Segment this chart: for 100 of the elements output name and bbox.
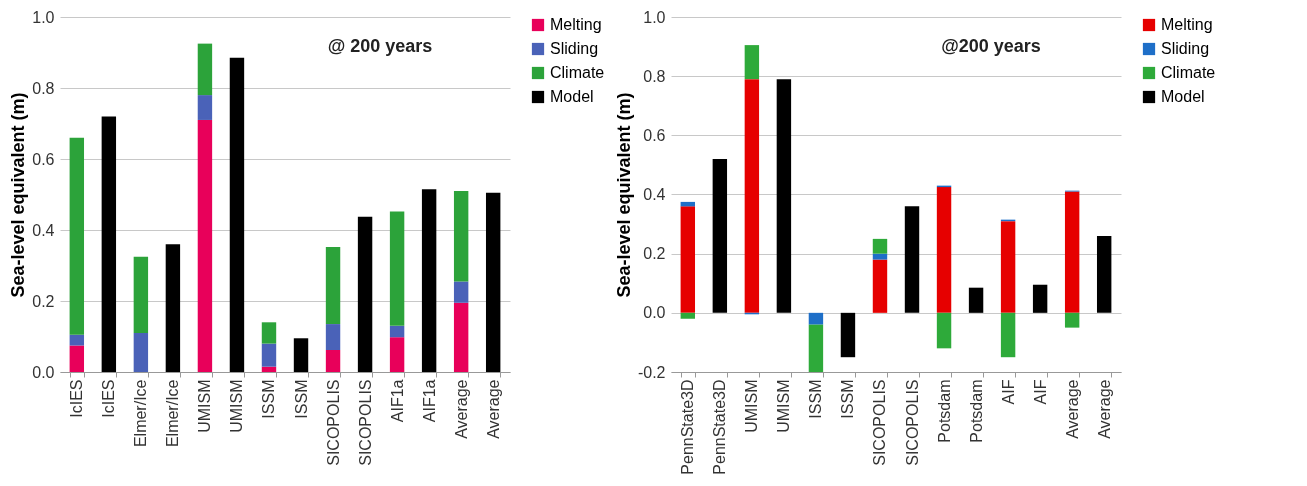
x-tick-label: Potsdam	[935, 379, 953, 443]
x-tick-label: IcIES	[68, 379, 86, 418]
bar	[165, 244, 181, 372]
bar	[840, 312, 856, 358]
bar	[69, 137, 85, 335]
bar	[1096, 235, 1112, 313]
bar	[325, 349, 341, 372]
bar	[776, 79, 792, 313]
x-tick-label: UMISM	[775, 379, 793, 433]
y-tick-label: 0.2	[32, 292, 55, 310]
legend-label: Melting	[1161, 16, 1213, 33]
legend-label: Melting	[550, 16, 602, 33]
bar	[389, 211, 405, 326]
x-tick-label: IcIES	[100, 379, 118, 418]
legend-label: Climate	[1161, 64, 1216, 81]
x-tick-label: PennState3D	[711, 379, 729, 475]
x-tick-label: ISSM	[292, 379, 310, 419]
legend-label: Model	[550, 88, 594, 105]
bar	[325, 324, 341, 350]
bar	[261, 343, 277, 367]
bar	[389, 325, 405, 338]
bar	[968, 287, 984, 313]
bar	[1000, 312, 1016, 358]
bar	[1064, 191, 1080, 313]
bar	[421, 189, 437, 372]
bar	[1000, 221, 1016, 313]
x-tick-label: AIF1a	[388, 379, 406, 423]
x-tick-label: SICOPOLIS	[903, 379, 921, 466]
bar	[197, 119, 213, 372]
x-tick-label: Elmer/Ice	[164, 379, 182, 448]
x-tick-label: AIF	[1031, 379, 1049, 405]
bar	[261, 322, 277, 344]
bar	[680, 312, 696, 319]
x-tick-label: Potsdam	[967, 379, 985, 443]
bar	[1032, 284, 1048, 313]
y-tick-label: 0.6	[643, 126, 666, 144]
x-tick-label: ISSM	[260, 379, 278, 419]
bar	[744, 79, 760, 313]
bar	[744, 45, 760, 80]
y-tick-label: 0.8	[643, 67, 666, 85]
y-tick-label: 1.0	[32, 8, 55, 26]
bar	[808, 312, 824, 325]
bar	[712, 159, 728, 313]
legend-label: Climate	[550, 64, 605, 81]
x-tick-label: Average	[1063, 379, 1081, 439]
bar	[872, 238, 888, 254]
y-axis-title: Sea-level equivalent (m)	[613, 92, 634, 298]
bar	[453, 190, 469, 282]
x-tick-label: UMISM	[743, 379, 761, 433]
x-tick-label: AIF	[999, 379, 1017, 405]
bar	[872, 259, 888, 313]
x-tick-label: UMISM	[228, 379, 246, 433]
bar	[197, 95, 213, 120]
bar	[453, 302, 469, 372]
x-tick-label: AIF1a	[420, 379, 438, 423]
bar	[229, 57, 245, 372]
x-tick-label: Average	[452, 379, 470, 439]
bar	[101, 116, 117, 372]
x-tick-label: SICOPOLIS	[356, 379, 374, 466]
bar	[936, 312, 952, 349]
legend-label: Model	[1161, 88, 1205, 105]
x-tick-label: Elmer/Ice	[132, 379, 150, 448]
bar	[453, 281, 469, 303]
bar	[680, 206, 696, 313]
y-tick-label: 0.4	[643, 186, 666, 203]
bar	[389, 337, 405, 372]
bar	[69, 334, 85, 346]
bar	[485, 192, 501, 372]
bar	[197, 43, 213, 96]
x-tick-label: PennState3D	[679, 379, 697, 475]
bar	[69, 345, 85, 372]
bar	[1064, 312, 1080, 328]
x-tick-label: UMISM	[196, 379, 214, 433]
bar	[261, 366, 277, 372]
y-tick-label: 1.0	[643, 8, 666, 26]
y-axis-title: Sea-level equivalent (m)	[8, 92, 29, 298]
x-tick-label: SICOPOLIS	[324, 379, 342, 466]
bar	[808, 324, 824, 372]
bar	[357, 216, 373, 372]
x-tick-label: SICOPOLIS	[871, 379, 889, 466]
legend-label: Sliding	[1161, 40, 1210, 57]
bar	[936, 187, 952, 313]
y-tick-label: 0.8	[32, 79, 55, 97]
annotation: @ 200 years	[327, 36, 433, 56]
y-tick-label: -0.2	[637, 363, 666, 381]
annotation: @200 years	[941, 36, 1041, 56]
x-tick-label: Average	[1095, 379, 1113, 439]
y-tick-label: 0.2	[643, 245, 666, 263]
bar	[133, 332, 149, 372]
bar	[133, 256, 149, 333]
legend-label: Sliding	[550, 40, 599, 57]
x-tick-label: ISSM	[807, 379, 825, 419]
bar	[872, 253, 888, 260]
y-tick-label: 0.6	[32, 150, 55, 168]
y-tick-label: 0.4	[32, 221, 55, 239]
y-tick-label: 0.0	[643, 304, 666, 322]
bar	[904, 206, 920, 313]
y-tick-label: 0.0	[32, 363, 55, 381]
bar	[293, 338, 309, 372]
x-tick-label: Average	[484, 379, 502, 439]
